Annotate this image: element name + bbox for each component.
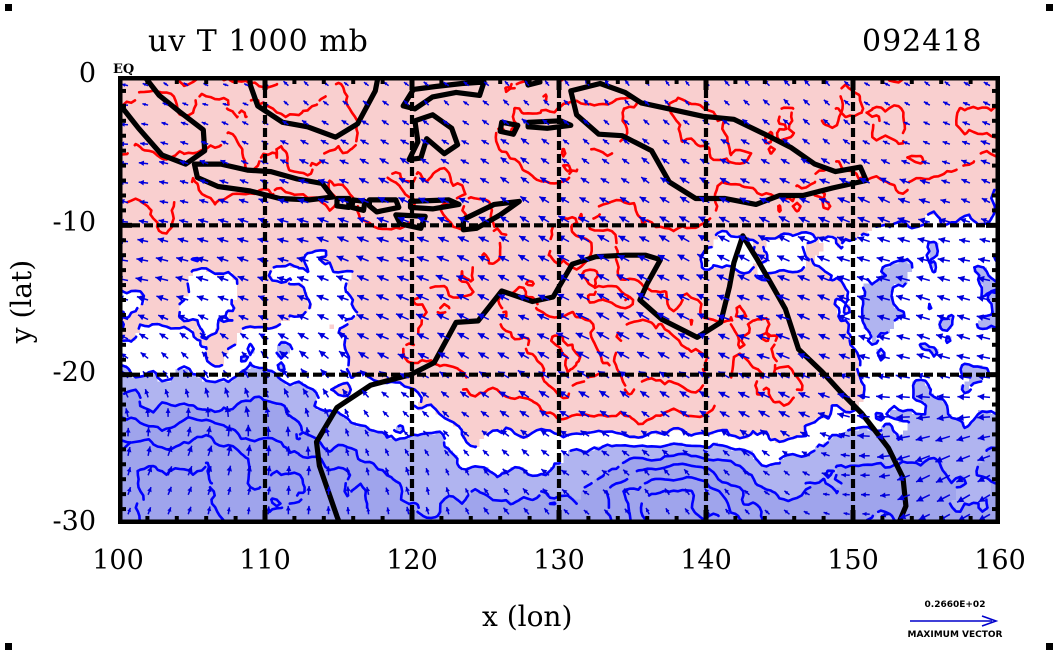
contour-vector-map xyxy=(118,76,1000,524)
x-tick-label: 130 xyxy=(533,545,585,576)
vector-legend-value: 0.2660E+02 xyxy=(924,600,986,610)
vector-legend-label: MAXIMUM VECTOR xyxy=(907,630,1003,640)
y-axis-tick-labels: 0 -10 -20 -30 xyxy=(18,0,96,653)
registration-mark-bottom-left xyxy=(5,643,12,650)
equator-label: EQ xyxy=(113,62,135,77)
x-tick-label: 100 xyxy=(92,545,144,576)
y-tick-label: -20 xyxy=(52,356,96,388)
x-tick-label: 120 xyxy=(386,545,438,576)
vector-legend-arrow xyxy=(910,615,999,627)
x-axis-tick-labels: 100 110 120 130 140 150 160 xyxy=(0,545,1058,585)
registration-mark-bottom-right xyxy=(1046,643,1053,650)
y-tick-label: 0 xyxy=(78,58,96,89)
plot-title: uv T 1000 mb xyxy=(148,24,369,59)
registration-mark-top-left xyxy=(5,4,12,11)
x-tick-label: 140 xyxy=(680,545,732,576)
x-axis-label: x (lon) xyxy=(482,600,573,633)
x-tick-label: 110 xyxy=(239,545,291,576)
y-tick-label: -10 xyxy=(52,207,96,239)
registration-mark-top-right xyxy=(1046,4,1053,11)
y-tick-label: -30 xyxy=(52,506,96,537)
x-tick-label: 160 xyxy=(974,545,1026,576)
vector-legend: 0.2660E+02 MAXIMUM VECTOR xyxy=(890,600,1020,646)
date-stamp: 092418 xyxy=(862,24,983,59)
x-tick-label: 150 xyxy=(827,545,879,576)
